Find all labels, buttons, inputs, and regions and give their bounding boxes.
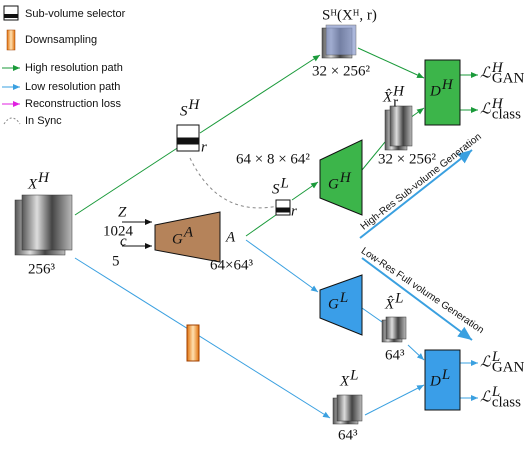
label-sub: GAN — [492, 359, 525, 375]
label: 1024 — [103, 223, 134, 239]
label-base: D — [429, 373, 441, 389]
legend-icons — [2, 6, 20, 124]
label-sub: class — [492, 394, 521, 410]
legend-label: In Sync — [25, 115, 62, 127]
label-sup: L — [339, 290, 348, 306]
label-sup: L — [349, 367, 358, 383]
label-sub: class — [492, 106, 521, 122]
annotation: High-Res Sub-volume Generation — [359, 131, 484, 232]
legend-label: Sub-volume selector — [25, 8, 126, 20]
label: 5 — [112, 253, 120, 269]
label: 64³ — [338, 427, 358, 443]
label-sub: r — [393, 95, 398, 111]
label-base: ℒ — [480, 389, 492, 405]
label: c — [120, 233, 127, 249]
legend-label: Low resolution path — [25, 81, 120, 93]
label-base: G — [328, 176, 339, 192]
label-base: D — [429, 83, 441, 99]
annotation: Low-Res Full volume Generation — [359, 246, 486, 337]
label: r — [201, 139, 207, 155]
label-sup: H — [37, 170, 50, 186]
label-base: S — [180, 103, 188, 119]
label-base: ℒ — [480, 65, 492, 81]
label: 32 × 256² — [378, 151, 436, 167]
label: 32 × 256² — [312, 63, 370, 79]
label-base: G — [328, 296, 339, 312]
label: 64×64³ — [210, 257, 253, 273]
legend-label: High resolution path — [25, 62, 123, 74]
label: r — [291, 203, 297, 219]
label-base: ℒ — [480, 354, 492, 370]
label: A — [225, 229, 236, 245]
label: 256³ — [28, 261, 56, 277]
label: Sᴴ(Xᴴ, r) — [322, 7, 377, 23]
label-sup: L — [394, 290, 403, 306]
label-base: G — [172, 231, 183, 247]
label-base: X̂ — [384, 296, 395, 312]
blocks — [155, 60, 460, 410]
label: 64 × 8 × 64² — [236, 151, 310, 167]
label-sup: L — [441, 367, 450, 383]
label-base: X — [27, 176, 38, 192]
label-base: ℒ — [480, 101, 492, 117]
label-sup: H — [441, 77, 454, 93]
legend-label: Downsampling — [25, 34, 97, 46]
label: 64³ — [385, 347, 405, 363]
label-base: X — [339, 373, 350, 389]
label: Z — [118, 204, 127, 220]
label-base: X̂ — [382, 89, 393, 105]
legend-label: Reconstruction loss — [25, 98, 121, 110]
label-sup: H — [188, 97, 201, 113]
edges — [75, 48, 478, 418]
diagram: Sub-volume selector Downsampling High reso… — [0, 0, 527, 470]
label-sup: A — [183, 225, 194, 241]
label-sup: L — [280, 175, 289, 191]
label-sup: H — [339, 170, 352, 186]
label-sub: GAN — [492, 70, 525, 86]
label-base: S — [272, 181, 280, 197]
